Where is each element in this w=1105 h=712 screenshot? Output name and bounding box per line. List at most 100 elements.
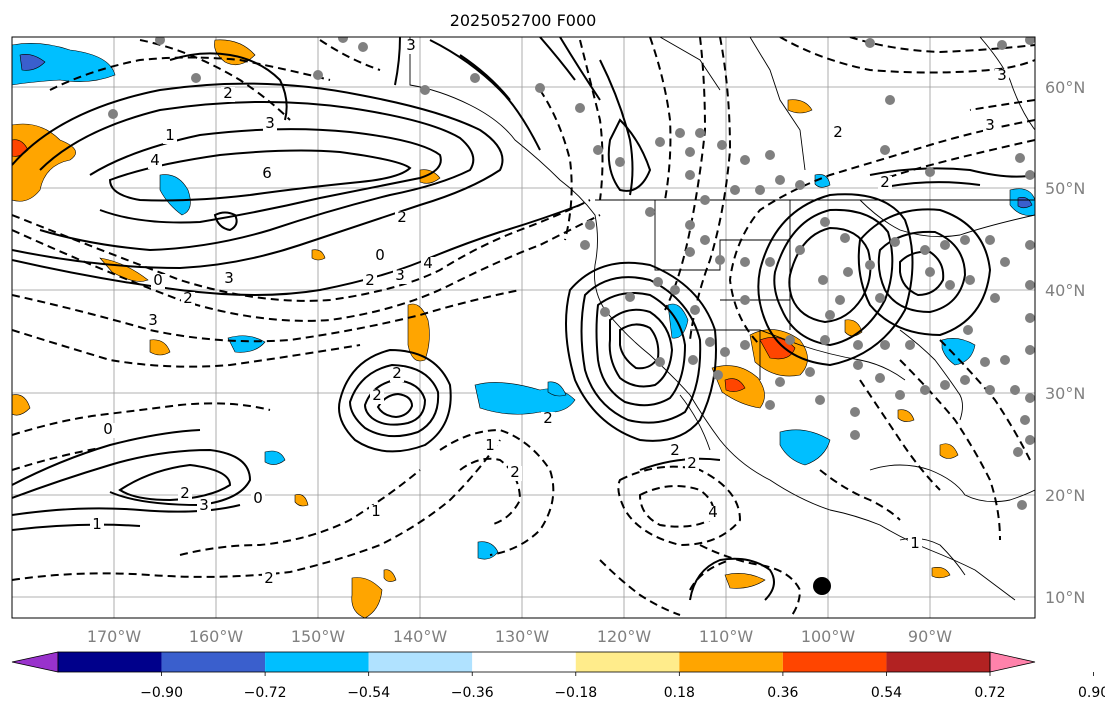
lon-tick-label: 140°W [393, 627, 448, 646]
contour-label-bg [404, 39, 418, 54]
colorbar-bin [782, 652, 887, 672]
contour-label: 2 [687, 454, 697, 472]
lat-tick-label: 20°N [1045, 486, 1085, 505]
lon-tick-label: 90°W [908, 627, 952, 646]
colorbar-extend-high [989, 651, 1036, 673]
colorbar-tick-label: −0.54 [347, 685, 390, 701]
contour-label: 2 [223, 84, 233, 102]
colorbar-tick-label: −0.36 [451, 685, 494, 701]
colorbar-bin [575, 652, 680, 672]
contour-label-bg [178, 487, 192, 502]
contour-label: 1 [910, 534, 920, 552]
contour-label-bg [421, 257, 435, 272]
contour-label: 0 [375, 246, 385, 264]
colorbar-bin [265, 652, 369, 672]
contour-label: 2 [833, 123, 843, 141]
contour-label: 2 [372, 386, 382, 404]
colorbar-bin [58, 652, 162, 672]
contour-label: 3 [985, 116, 995, 134]
coastlines [409, 37, 1035, 601]
contour-label-bg [181, 292, 195, 307]
contour-label-bg [221, 87, 235, 102]
contour-label: 4 [708, 503, 718, 521]
contour-label-bg [395, 211, 409, 226]
contour-label-bg [878, 176, 892, 191]
contour-label-bg [369, 505, 383, 520]
contour-label-bg [146, 314, 160, 329]
colorbar-tick-label: −0.18 [554, 685, 597, 701]
map-frame [11, 36, 1036, 619]
colorbar-tick-label: −0.90 [140, 685, 183, 701]
station-dots [108, 37, 1035, 510]
shaded-field [12, 39, 1035, 618]
colorbar-tick-label: −0.72 [244, 685, 287, 701]
contour-label-bg [483, 439, 497, 454]
latitude-labels: 60°N 50°N 40°N 30°N 20°N 10°N [1045, 78, 1085, 607]
contour-label-bg [90, 518, 104, 533]
contour-label: 3 [148, 311, 158, 329]
lat-tick-label: 30°N [1045, 384, 1085, 403]
lat-tick-label: 40°N [1045, 281, 1085, 300]
contour-label: 0 [253, 489, 263, 507]
contour-label-bg [908, 537, 922, 552]
contour-label: 3 [997, 66, 1007, 84]
longitude-labels: 170°W 160°W 150°W 140°W 130°W 120°W 110°W 100°W… [87, 627, 952, 646]
lon-tick-label: 130°W [495, 627, 550, 646]
contour-label: 2 [183, 289, 193, 307]
contour-label: 2 [392, 364, 402, 382]
lat-tick-label: 60°N [1045, 78, 1085, 97]
contour-label-bg [390, 367, 404, 382]
contour-label-bg [222, 272, 236, 287]
contours-negative [12, 37, 1035, 618]
contour-label: 2 [543, 409, 553, 427]
contour-label-bg [262, 572, 276, 587]
lon-tick-label: 100°W [801, 627, 856, 646]
contour-label-bg [508, 466, 522, 481]
contour-label-bg [995, 69, 1009, 84]
contour-label-bg [373, 249, 387, 264]
colorbar: −0.90 −0.72 −0.54 −0.36 −0.18 0.18 0.36 0.54 0.7… [11, 651, 1105, 701]
contour-label-bg [101, 423, 115, 438]
contour-label: 3 [265, 114, 275, 132]
lat-tick-label: 10°N [1045, 588, 1085, 607]
contour-label: 2 [365, 271, 375, 289]
contour-label: 3 [199, 496, 209, 514]
contour-label-bg [148, 154, 162, 169]
lon-tick-label: 110°W [699, 627, 754, 646]
contour-label-bg [370, 389, 384, 404]
contour-label: 0 [103, 420, 113, 438]
contour-label: 4 [423, 254, 433, 272]
contour-label-bg [363, 274, 377, 289]
map-title: 2025052700 F000 [450, 11, 597, 30]
lon-tick-label: 120°W [597, 627, 652, 646]
colorbar-tick-label: 0.72 [974, 685, 1005, 701]
colorbar-tick-label: 0.36 [767, 685, 798, 701]
contour-label: 2 [510, 463, 520, 481]
colorbar-bin [472, 652, 576, 672]
contour-label: 2 [180, 484, 190, 502]
colorbar-extend-low [11, 651, 59, 673]
contour-label-bg [260, 167, 274, 182]
colorbar-bin [368, 652, 473, 672]
contour-label-bg [831, 126, 845, 141]
contour-label: 3 [224, 269, 234, 287]
colorbar-frame [57, 651, 991, 673]
lat-tick-label: 50°N [1045, 179, 1085, 198]
lon-tick-label: 170°W [87, 627, 142, 646]
contour-label: 1 [92, 515, 102, 533]
contour-label: 2 [264, 569, 274, 587]
contour-label: 0 [153, 271, 163, 289]
colorbar-tick-label: 0.18 [664, 685, 695, 701]
contour-label: 3 [406, 36, 416, 54]
lon-tick-label: 160°W [189, 627, 244, 646]
contour-label-bg [983, 119, 997, 134]
colorbar-bin [679, 652, 783, 672]
contour-label-bg [668, 444, 682, 459]
contour-label: 1 [165, 126, 175, 144]
contour-label-bg [263, 117, 277, 132]
lon-tick-label: 150°W [291, 627, 346, 646]
contour-label: 3 [395, 266, 405, 284]
